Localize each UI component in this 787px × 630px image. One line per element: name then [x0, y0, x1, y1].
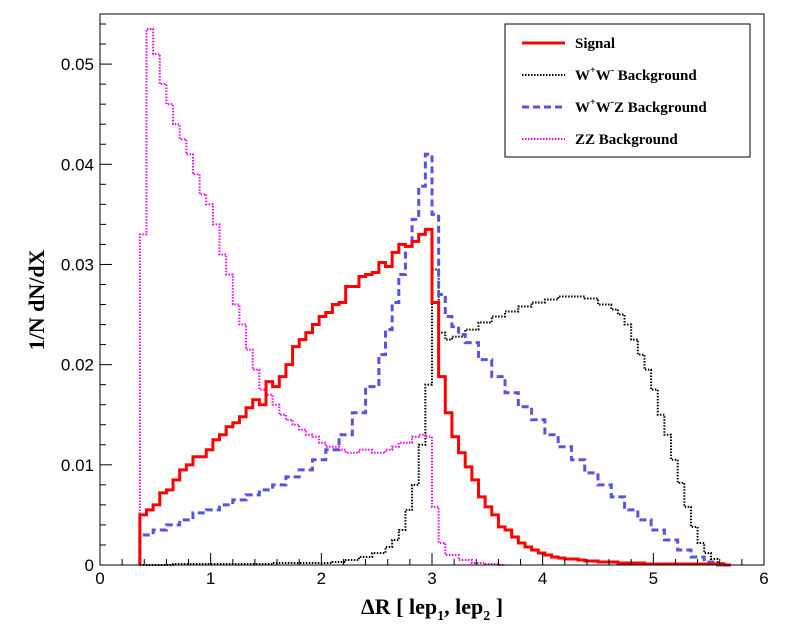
x-tick-label: 1: [206, 569, 215, 588]
x-tick-label: 3: [427, 569, 436, 588]
legend-zz-main: ZZ Background: [575, 132, 678, 148]
series-line-w-w-background: [139, 268, 731, 566]
x-tick-label: 5: [649, 569, 658, 588]
x-axis-title-sub2: 2: [483, 609, 490, 624]
legend: Signal W+W- Background W+W-Z Background …: [504, 23, 751, 158]
y-tick-label: 0: [85, 556, 94, 575]
legend-label-wwz: W+W-Z Background: [575, 97, 707, 116]
x-axis-title: ΔR [ lep1, lep2 ]: [361, 594, 503, 624]
legend-box: [504, 23, 751, 158]
x-axis-title-main: ΔR [ lep: [361, 594, 437, 619]
legend-wwz-w1: W: [575, 100, 590, 116]
y-tick-label: 0.03: [61, 255, 94, 274]
x-axis-title-sub1: 1: [437, 609, 444, 624]
series-line-w-w-z-background: [138, 152, 725, 567]
y-tick-label: 0.04: [61, 155, 94, 174]
y-tick-label: 0.01: [61, 456, 94, 475]
series-line-signal: [138, 227, 731, 567]
legend-wwz-sup1: +: [590, 97, 596, 108]
x-axis-title-end: ]: [490, 594, 503, 619]
legend-ww-w1: W: [575, 68, 590, 84]
x-tick-label: 0: [95, 569, 104, 588]
x-tick-label: 2: [317, 569, 326, 588]
y-tick-label: 0.02: [61, 356, 94, 375]
x-tick-label: 4: [538, 569, 547, 588]
legend-label-signal: Signal: [575, 36, 615, 52]
legend-ww-sup2: -: [611, 65, 614, 76]
legend-wwz-rest: Z Background: [614, 100, 707, 116]
axes-layer: 0 1 2 3 4 5 6 0 0.01 0.02 0.03 0.04 0.05: [61, 23, 769, 588]
x-axis-title-mid: , lep: [444, 594, 483, 619]
legend-ww-rest: Background: [614, 68, 697, 84]
y-tick-label: 0.05: [61, 55, 94, 74]
legend-ww-w2: W: [596, 68, 611, 84]
series-layer: [138, 28, 731, 567]
legend-signal-main: Signal: [575, 36, 615, 52]
legend-wwz-sup2: -: [611, 97, 614, 108]
series-line-zz-background: [138, 28, 506, 566]
y-axis-title: 1/N dN/dX: [24, 249, 49, 350]
legend-ww-sup1: +: [590, 65, 596, 76]
legend-label-zz: ZZ Background: [575, 132, 678, 148]
legend-wwz-w2: W: [596, 100, 611, 116]
x-tick-label: 6: [759, 569, 768, 588]
legend-label-ww: W+W- Background: [575, 65, 697, 84]
